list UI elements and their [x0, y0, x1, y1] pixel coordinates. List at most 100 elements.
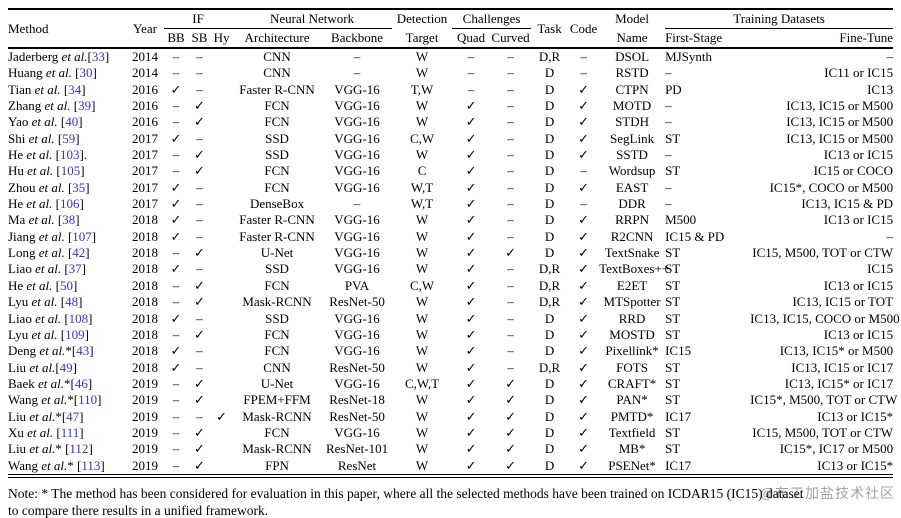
cell-architecture: FCN — [264, 326, 290, 342]
table-row: Long et al. [42] 2018– ✓ U-Net VGG-16 W ✓ ✓ D ✓ Te… — [8, 245, 893, 261]
cell-bb: ✓ — [170, 228, 182, 244]
cell-curved: – — [507, 277, 514, 293]
et-al-label: et al. — [35, 261, 62, 277]
cell-curved: – — [507, 359, 514, 375]
cell-hy — [211, 425, 232, 441]
table-body: Jaderberg et al.[33] 2014– – CNN – W – – D,R – DSO… — [8, 48, 900, 476]
cell-sb: – — [196, 228, 203, 244]
cell-sb: ✓ — [194, 326, 205, 342]
table-row: Lyu et al. [109] 2018– ✓ FCN VGG-16 W ✓ – D ✓ MOST… — [8, 327, 893, 343]
cell-architecture: FCN — [264, 163, 290, 179]
cell-model-name: TextSnake — [604, 245, 660, 261]
cell-code: ✓ — [578, 343, 590, 359]
cell-year: 2018 — [132, 294, 158, 310]
col-header-curved: Curved — [491, 30, 530, 45]
cell-fine-tune: IC15 or COCO — [813, 163, 894, 179]
cell-task: D — [544, 147, 555, 163]
et-al-label: et al. — [26, 196, 53, 212]
citation-ref: 113 — [81, 457, 101, 473]
cell-sb: ✓ — [194, 114, 205, 130]
cell-backbone: VGG-16 — [334, 261, 380, 277]
cell-curved: – — [507, 310, 514, 326]
cell-hy — [211, 163, 232, 179]
cell-curved: ✓ — [505, 392, 516, 408]
col-header-fine-tune: Fine-Tune — [839, 30, 894, 45]
cell-quad: ✓ — [465, 392, 477, 408]
col-header-hy: Hy — [213, 30, 230, 45]
table-row: Zhou et al. [35] 2017 ✓ – FCN VGG-16 W,T ✓ – D ✓ EA… — [8, 180, 893, 196]
cell-task: D — [544, 65, 555, 81]
table-row: Xu et al. [111] 2019– ✓ FCN VGG-16 W ✓ ✓ D ✓ Textf… — [8, 425, 893, 441]
cell-fine-tune: IC15*, M500, TOT or CTW — [750, 392, 898, 408]
site-watermark: @布工加盐技术社区 — [759, 485, 895, 501]
cell-architecture: FPN — [265, 457, 289, 473]
cell-hy — [211, 343, 232, 359]
cell-backbone: VGG-16 — [334, 245, 380, 261]
citation-ref: 109 — [65, 326, 85, 342]
cell-first-stage: – — [665, 114, 672, 130]
table-row: Liu et al.[49] 2018 ✓ – CNN ResNet-50 W ✓ – D,R ✓ F… — [8, 360, 893, 376]
cell-architecture: CNN — [263, 49, 291, 64]
et-al-label: et al. — [34, 81, 61, 97]
cell-year: 2016 — [132, 114, 158, 130]
col-header-detection: Detection — [396, 11, 448, 27]
cell-target: W — [415, 65, 429, 81]
cell-quad: ✓ — [465, 261, 477, 277]
citation-ref: 40 — [65, 114, 79, 130]
cell-architecture: Faster R-CNN — [239, 212, 315, 228]
cell-architecture: FCN — [264, 98, 290, 114]
cell-sb: ✓ — [194, 277, 205, 293]
cell-fine-tune: IC13, IC15 & PD — [801, 196, 894, 212]
col-header-first-stage: First-Stage — [665, 30, 723, 45]
cell-fine-tune: IC15, M500, TOT or CTW — [752, 424, 894, 440]
cell-year: 2018 — [132, 245, 158, 261]
cell-method: Liu et al.[49] — [8, 359, 77, 375]
cell-quad: ✓ — [465, 310, 477, 326]
cell-sb: – — [196, 49, 203, 64]
table-row: Lyu et al. [48] 2018– ✓ Mask-RCNN ResNet-50 W… — [8, 294, 893, 310]
et-al-label: et al. — [37, 375, 64, 391]
cell-fine-tune: IC13, IC15* or IC17 — [784, 375, 894, 391]
header-row-subcolumns: BB SB Hy Architecture Backbone Target Qu… — [8, 29, 893, 49]
cell-hy — [211, 147, 232, 163]
cell-curved: ✓ — [505, 424, 516, 440]
citation-ref: 48 — [65, 294, 79, 310]
cell-method: Hu et al. [105] — [8, 163, 85, 179]
cell-first-stage: ST — [665, 392, 681, 408]
cell-first-stage: – — [665, 65, 672, 81]
cell-first-stage: MJSynth — [665, 49, 713, 64]
cell-fine-tune: IC13 or IC15* — [817, 457, 894, 473]
cell-sb: ✓ — [194, 457, 205, 473]
cell-bb: – — [172, 294, 180, 310]
cell-model-name: Textfield — [608, 424, 656, 440]
cell-bb: – — [172, 326, 180, 342]
cell-backbone: VGG-16 — [334, 310, 380, 326]
cell-year: 2018 — [132, 277, 158, 293]
cell-task: D — [544, 375, 555, 391]
cell-hy — [211, 180, 232, 196]
cell-sb: – — [196, 179, 203, 195]
footnote-line-2: to compare there results in a unified fr… — [8, 502, 269, 518]
cell-fine-tune: IC13, IC15 or M500 — [786, 130, 894, 146]
cell-task: D — [544, 310, 555, 326]
et-al-label: et al. — [26, 277, 53, 293]
cell-year: 2018 — [132, 326, 158, 342]
cell-curved: – — [507, 163, 514, 179]
table-row: Shi et al. [59] 2017 ✓ – SSD VGG-16 C,W ✓ – D ✓ Seg… — [8, 131, 893, 147]
cell-year: 2016 — [132, 98, 158, 114]
cell-architecture: FCN — [264, 179, 290, 195]
cell-target: W — [415, 245, 429, 261]
cell-sb: – — [196, 310, 203, 326]
cell-model-name: RRD — [618, 310, 646, 326]
cell-architecture: Mask-RCNN — [242, 441, 312, 457]
cell-quad: ✓ — [465, 114, 477, 130]
cell-year: 2018 — [132, 261, 158, 277]
cell-method: Huang et al. [30] — [8, 65, 97, 81]
cell-code: ✓ — [578, 212, 590, 228]
cell-architecture: Faster R-CNN — [239, 81, 315, 97]
cell-curved: – — [507, 81, 514, 97]
cell-backbone: ResNet-18 — [329, 392, 385, 408]
cell-code: ✓ — [578, 359, 590, 375]
cell-year: 2018 — [132, 212, 158, 228]
cell-quad: ✓ — [465, 408, 477, 424]
